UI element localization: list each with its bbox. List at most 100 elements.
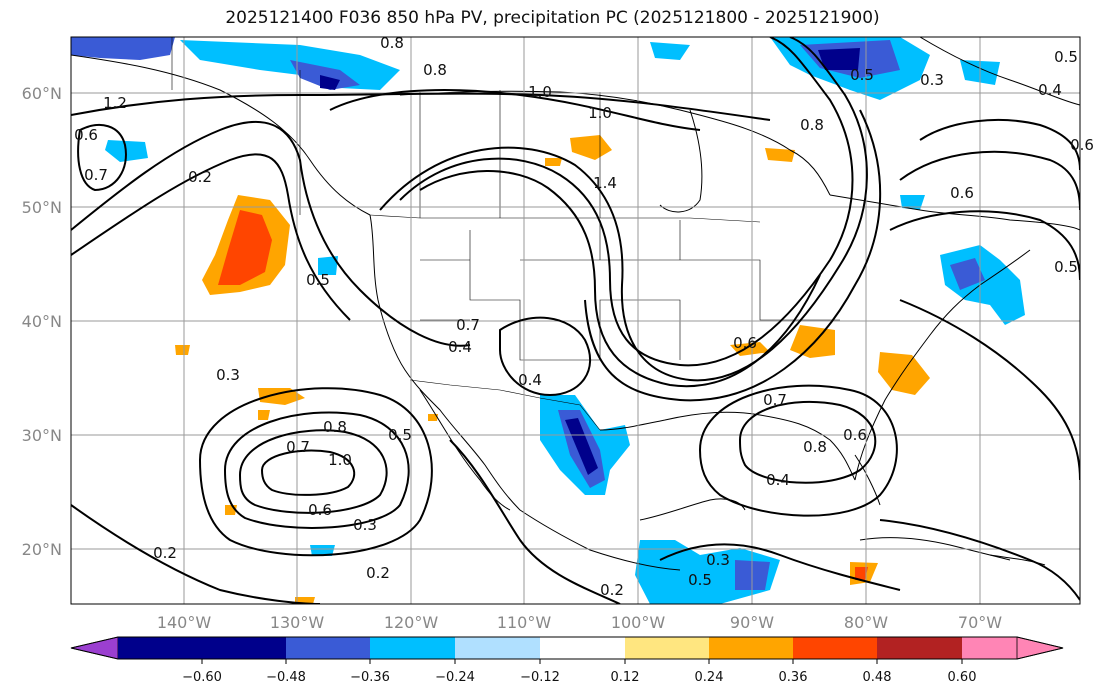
precip-pos-pacific-1 — [175, 345, 190, 355]
contour-label: 1.2 — [103, 94, 127, 112]
contour-gulf-high — [738, 401, 877, 484]
contour-pacific-ridge-2 — [71, 153, 351, 321]
contour-south-3 — [659, 543, 901, 591]
contour-subtropical-high-2 — [223, 411, 410, 529]
contour-label: 0.5 — [1054, 258, 1078, 276]
colorbar-bin-5 — [455, 637, 541, 659]
contour-south-4 — [879, 519, 1080, 601]
colorbar-ticks: −0.60 −0.48 −0.36 −0.24 −0.12 0.12 0.24 0.36 0.4… — [182, 659, 976, 685]
contour-label: 0.5 — [1054, 48, 1078, 66]
colorbar-bin-2 — [202, 637, 287, 659]
precip-pos-hudson-2 — [545, 158, 562, 166]
contour-trough-2 — [379, 37, 868, 382]
colorbar-tick-label: −0.12 — [520, 670, 560, 685]
precip-neg-cuba — [310, 545, 335, 556]
contour-pacific-ridge — [71, 121, 471, 347]
lon-label-100w: 100°W — [611, 613, 666, 632]
border-mexico — [409, 379, 601, 431]
precip-neg-ne-us-2 — [950, 258, 985, 290]
precip-pos-carolina — [878, 352, 930, 395]
contour-label: 0.4 — [1038, 81, 1062, 99]
contour-label: 0.6 — [1070, 136, 1094, 154]
contour-label: 0.2 — [188, 168, 212, 186]
lon-label-130w: 130°W — [270, 613, 325, 632]
contour-nw-low — [77, 124, 127, 192]
contour-label: 0.5 — [388, 426, 412, 444]
colorbar-bin-8 — [709, 637, 794, 659]
precip-neg-alaska — [71, 37, 175, 60]
contour-label: 0.7 — [84, 166, 108, 184]
precip-neg-pnw — [318, 256, 338, 275]
coast-greenland — [919, 37, 1080, 106]
colorbar-max-extend — [1016, 636, 1064, 660]
contour-labels: 0.8 0.8 1.0 1.2 0.6 0.7 0.2 0.5 1.4 0.7 0.4 0.4 0.3 0… — [74, 34, 1094, 599]
colorbar-min-extend — [70, 636, 119, 660]
contour-label: 0.6 — [308, 501, 332, 519]
colorbar-bin-9 — [793, 637, 878, 659]
precip-pos-pnw-2 — [218, 210, 272, 285]
contour-east-3 — [889, 210, 1080, 281]
contour-east-4 — [899, 299, 1080, 481]
coast-gulf — [599, 411, 856, 481]
precip-shading — [71, 37, 1025, 604]
contour-label: 0.5 — [306, 271, 330, 289]
colorbar-tick-label: −0.60 — [182, 670, 222, 685]
contour-label: 0.6 — [950, 184, 974, 202]
precip-neg-labrador-3 — [818, 48, 860, 70]
contour-subtropical-high — [238, 429, 388, 514]
contour-label: 0.3 — [216, 366, 240, 384]
lat-label-40: 40°N — [22, 312, 62, 331]
precip-pos-pacific-2 — [258, 388, 305, 405]
colorbar-tick-label: 0.60 — [948, 670, 977, 685]
precip-neg-yukon — [650, 42, 690, 60]
contour-label: 0.2 — [153, 544, 177, 562]
contour-subtropical-high-inner — [260, 449, 356, 496]
colorbar-tick-label: −0.36 — [350, 670, 390, 685]
precip-neg-mexico-3 — [565, 418, 598, 475]
contour-label: 1.0 — [328, 451, 352, 469]
contour-label: 0.5 — [850, 66, 874, 84]
contour-trough-3 — [419, 170, 821, 388]
lon-label-80w: 80°W — [844, 613, 888, 632]
pv-contours — [71, 37, 1080, 604]
colorbar-tick-label: 0.36 — [779, 670, 808, 685]
colorbar-outline — [70, 636, 1064, 660]
contour-south-2 — [449, 439, 621, 604]
map-title: 2025121400 F036 850 hPa PV, precipitatio… — [225, 8, 880, 28]
contour-label: 0.2 — [366, 564, 390, 582]
colorbar-bin-1 — [118, 637, 203, 659]
contour-label: 0.4 — [448, 338, 472, 356]
lat-label-50: 50°N — [22, 198, 62, 217]
colorbar-bin-6 — [540, 637, 626, 659]
coast-alaska — [71, 54, 371, 216]
contour-label: 0.4 — [518, 371, 542, 389]
border-canada-us — [369, 214, 761, 223]
lon-label-110w: 110°W — [497, 613, 552, 632]
latitude-labels: 60°N 50°N 40°N 30°N 20°N — [22, 84, 62, 559]
contour-label: 0.6 — [74, 126, 98, 144]
contour-label: 0.7 — [763, 391, 787, 409]
map-content — [71, 37, 1080, 604]
contour-label: 0.3 — [706, 551, 730, 569]
contour-label: 0.8 — [800, 116, 824, 134]
contour-label: 0.6 — [733, 334, 757, 352]
coast-hudson — [659, 109, 703, 213]
contour-label: 0.7 — [286, 438, 310, 456]
contour-label: 0.5 — [688, 571, 712, 589]
precip-neg-nfld — [900, 195, 925, 210]
colorbar-tick-label: 0.24 — [695, 670, 724, 685]
lat-label-20: 20°N — [22, 540, 62, 559]
contour-label: 0.3 — [920, 71, 944, 89]
colorbar-tick-label: 0.48 — [863, 670, 892, 685]
coast-baja — [419, 389, 511, 511]
precip-pos-pacific-3 — [258, 410, 270, 420]
contour-north-2 — [329, 89, 701, 131]
border-states-1 — [469, 230, 681, 361]
contour-label: 0.8 — [323, 418, 347, 436]
colorbar-bin-7 — [625, 637, 710, 659]
precip-pos-hudson — [570, 135, 612, 160]
contour-east-2 — [899, 150, 1080, 211]
lat-label-30: 30°N — [22, 426, 62, 445]
colorbar — [70, 636, 1064, 660]
